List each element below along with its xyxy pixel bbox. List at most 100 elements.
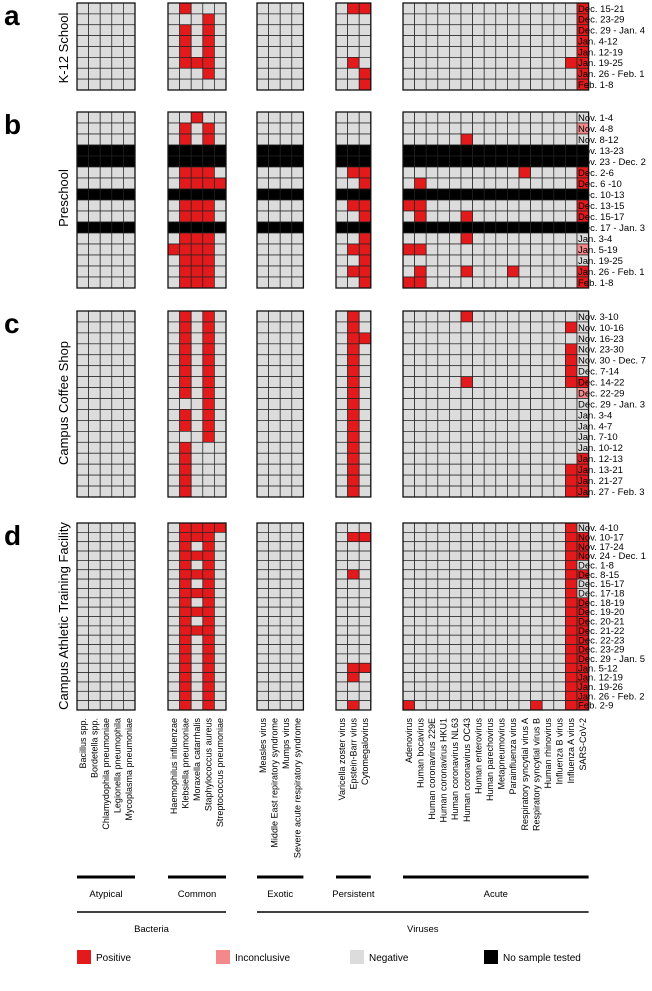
cell-respiratory-syncytial-virus-a-negative xyxy=(518,653,531,664)
cell-legionella-pneumophila-negative xyxy=(111,177,124,190)
cell-metapneumovirus-negative xyxy=(495,409,508,421)
cell-bacillus-spp-negative xyxy=(76,569,89,580)
cell-bacillus-spp-negative xyxy=(76,522,89,533)
cell-human-parechovirus-negative xyxy=(483,431,497,443)
cell-human-parechovirus-negative xyxy=(483,321,497,334)
cell-klebsiella-pneumoniae-negative xyxy=(179,13,192,26)
cell-chlamydophila-pneumoniae-negative xyxy=(99,35,113,47)
cell-human-coronavirus-hku1-no-sample xyxy=(437,144,450,157)
cell-haemophilus-influenzae-negative xyxy=(167,588,180,599)
cell-human-enterovirus-negative xyxy=(472,420,485,432)
cell-respiratory-syncytial-virus-b-negative xyxy=(530,634,543,645)
cell-influenza-a-virus-positive xyxy=(565,672,578,683)
cell-staphylococcus-aureus-positive xyxy=(202,597,215,608)
cell-respiratory-syncytial-virus-a-no-sample xyxy=(518,155,531,168)
group-outline xyxy=(76,522,136,711)
cell-streptococcus-pneumoniae-positive xyxy=(214,177,227,190)
cell-chlamydophila-pneumoniae-negative xyxy=(99,210,113,223)
cell-bacillus-spp-negative xyxy=(76,560,89,571)
cell-influenza-a-virus-negative xyxy=(565,310,578,323)
cell-varicella-zoster-virus-negative xyxy=(335,560,348,571)
cell-chlamydophila-pneumoniae-negative xyxy=(99,560,113,571)
cell-respiratory-syncytial-virus-b-negative xyxy=(530,541,543,552)
date-label: Jan. 12-19 xyxy=(578,673,623,684)
cell-middle-east-repiratory-syndrome-negative xyxy=(268,46,281,58)
cell-streptococcus-pneumoniae-negative xyxy=(214,111,227,124)
date-label: Jan. 26 - Feb. 1 xyxy=(578,69,645,80)
cell-adenovirus-negative xyxy=(402,672,415,683)
cell-parainfluenza-virus-negative xyxy=(507,569,520,580)
cell-moraxella-catarrhalis-positive xyxy=(190,531,204,543)
cell-metapneumovirus-negative xyxy=(495,232,508,245)
cell-human-rhinovirus-negative xyxy=(541,588,555,599)
cell-varicella-zoster-virus-negative xyxy=(335,420,348,432)
cell-epstein-barr-virus-negative xyxy=(347,133,360,146)
cell-human-rhinovirus-negative xyxy=(541,343,555,356)
cell-human-parechovirus-negative xyxy=(483,57,497,69)
cell-klebsiella-pneumoniae-positive xyxy=(179,354,192,367)
cell-moraxella-catarrhalis-no-sample xyxy=(190,144,204,157)
cell-influenza-a-virus-negative xyxy=(565,67,578,80)
cell-human-parechovirus-negative xyxy=(483,634,497,645)
cell-metapneumovirus-negative xyxy=(495,452,508,465)
group-label-persistent: Persistent xyxy=(332,889,375,900)
cell-bacillus-spp-no-sample xyxy=(76,221,89,234)
cell-influenza-b-virus-negative xyxy=(553,210,566,223)
cell-mycoplasma-pneumoniae-negative xyxy=(123,78,136,91)
cell-human-bocavirus-negative xyxy=(414,321,427,334)
cell-bacillus-spp-negative xyxy=(76,376,89,388)
cell-cytomegalovirus-negative xyxy=(358,13,372,26)
cell-respiratory-syncytial-virus-b-negative xyxy=(530,111,543,124)
cell-haemophilus-influenzae-no-sample xyxy=(167,155,180,168)
cell-respiratory-syncytial-virus-a-negative xyxy=(518,420,531,432)
cell-human-bocavirus-negative xyxy=(414,653,427,664)
cell-human-coronavirus-hku1-negative xyxy=(437,597,450,608)
cell-cytomegalovirus-negative xyxy=(358,57,372,69)
cell-influenza-b-virus-negative xyxy=(553,644,566,655)
cell-staphylococcus-aureus-positive xyxy=(202,310,215,323)
cell-varicella-zoster-virus-negative xyxy=(335,376,348,388)
cell-mumps-virus-negative xyxy=(279,122,293,135)
cell-metapneumovirus-negative xyxy=(495,177,508,190)
cell-measles-virus-negative xyxy=(256,57,269,69)
cell-influenza-a-virus-positive xyxy=(565,354,578,367)
cell-streptococcus-pneumoniae-negative xyxy=(214,550,227,561)
cell-influenza-a-virus-positive xyxy=(565,625,578,636)
cell-legionella-pneumophila-negative xyxy=(111,452,124,465)
cell-moraxella-catarrhalis-positive xyxy=(190,199,204,212)
cell-human-parechovirus-negative xyxy=(483,616,497,627)
cell-cytomegalovirus-positive xyxy=(358,210,372,223)
cell-parainfluenza-virus-negative xyxy=(507,57,520,69)
row-nov-13-23: Nov. 13-23 xyxy=(76,144,624,157)
cell-bacillus-spp-negative xyxy=(76,210,89,223)
cell-legionella-pneumophila-negative xyxy=(111,210,124,223)
cell-staphylococcus-aureus-negative xyxy=(202,452,215,465)
cell-human-coronavirus-oc43-negative xyxy=(460,441,473,454)
cell-influenza-a-virus-positive xyxy=(565,578,578,589)
cell-influenza-a-virus-negative xyxy=(565,210,578,223)
cell-bacillus-spp-negative xyxy=(76,24,89,36)
cell-streptococcus-pneumoniae-negative xyxy=(214,578,227,589)
cell-parainfluenza-virus-negative xyxy=(507,210,520,223)
cell-chlamydophila-pneumoniae-negative xyxy=(99,606,113,617)
cell-influenza-b-virus-negative xyxy=(553,35,566,47)
cell-legionella-pneumophila-negative xyxy=(111,332,124,345)
row-dec-2-6: Dec. 2-6 xyxy=(76,166,614,179)
cell-measles-virus-negative xyxy=(256,653,269,664)
cell-human-coronavirus-oc43-negative xyxy=(460,625,473,636)
cell-human-rhinovirus-negative xyxy=(541,452,555,465)
date-label: Dec. 2-6 xyxy=(578,168,614,179)
cell-adenovirus-negative xyxy=(402,13,415,26)
cell-mycoplasma-pneumoniae-negative xyxy=(123,199,136,212)
row-jan-5-19: Jan. 5-19 xyxy=(76,243,618,256)
cell-epstein-barr-virus-negative xyxy=(347,232,360,245)
cell-influenza-b-virus-negative xyxy=(553,531,566,543)
cell-klebsiella-pneumoniae-positive xyxy=(179,409,192,421)
cell-human-bocavirus-negative xyxy=(414,67,427,80)
cell-cytomegalovirus-negative xyxy=(358,644,372,655)
cell-measles-virus-negative xyxy=(256,681,269,692)
cell-haemophilus-influenzae-negative xyxy=(167,441,180,454)
cell-staphylococcus-aureus-positive xyxy=(202,541,215,552)
cell-human-coronavirus-hku1-negative xyxy=(437,431,450,443)
cell-human-coronavirus-hku1-negative xyxy=(437,78,450,91)
